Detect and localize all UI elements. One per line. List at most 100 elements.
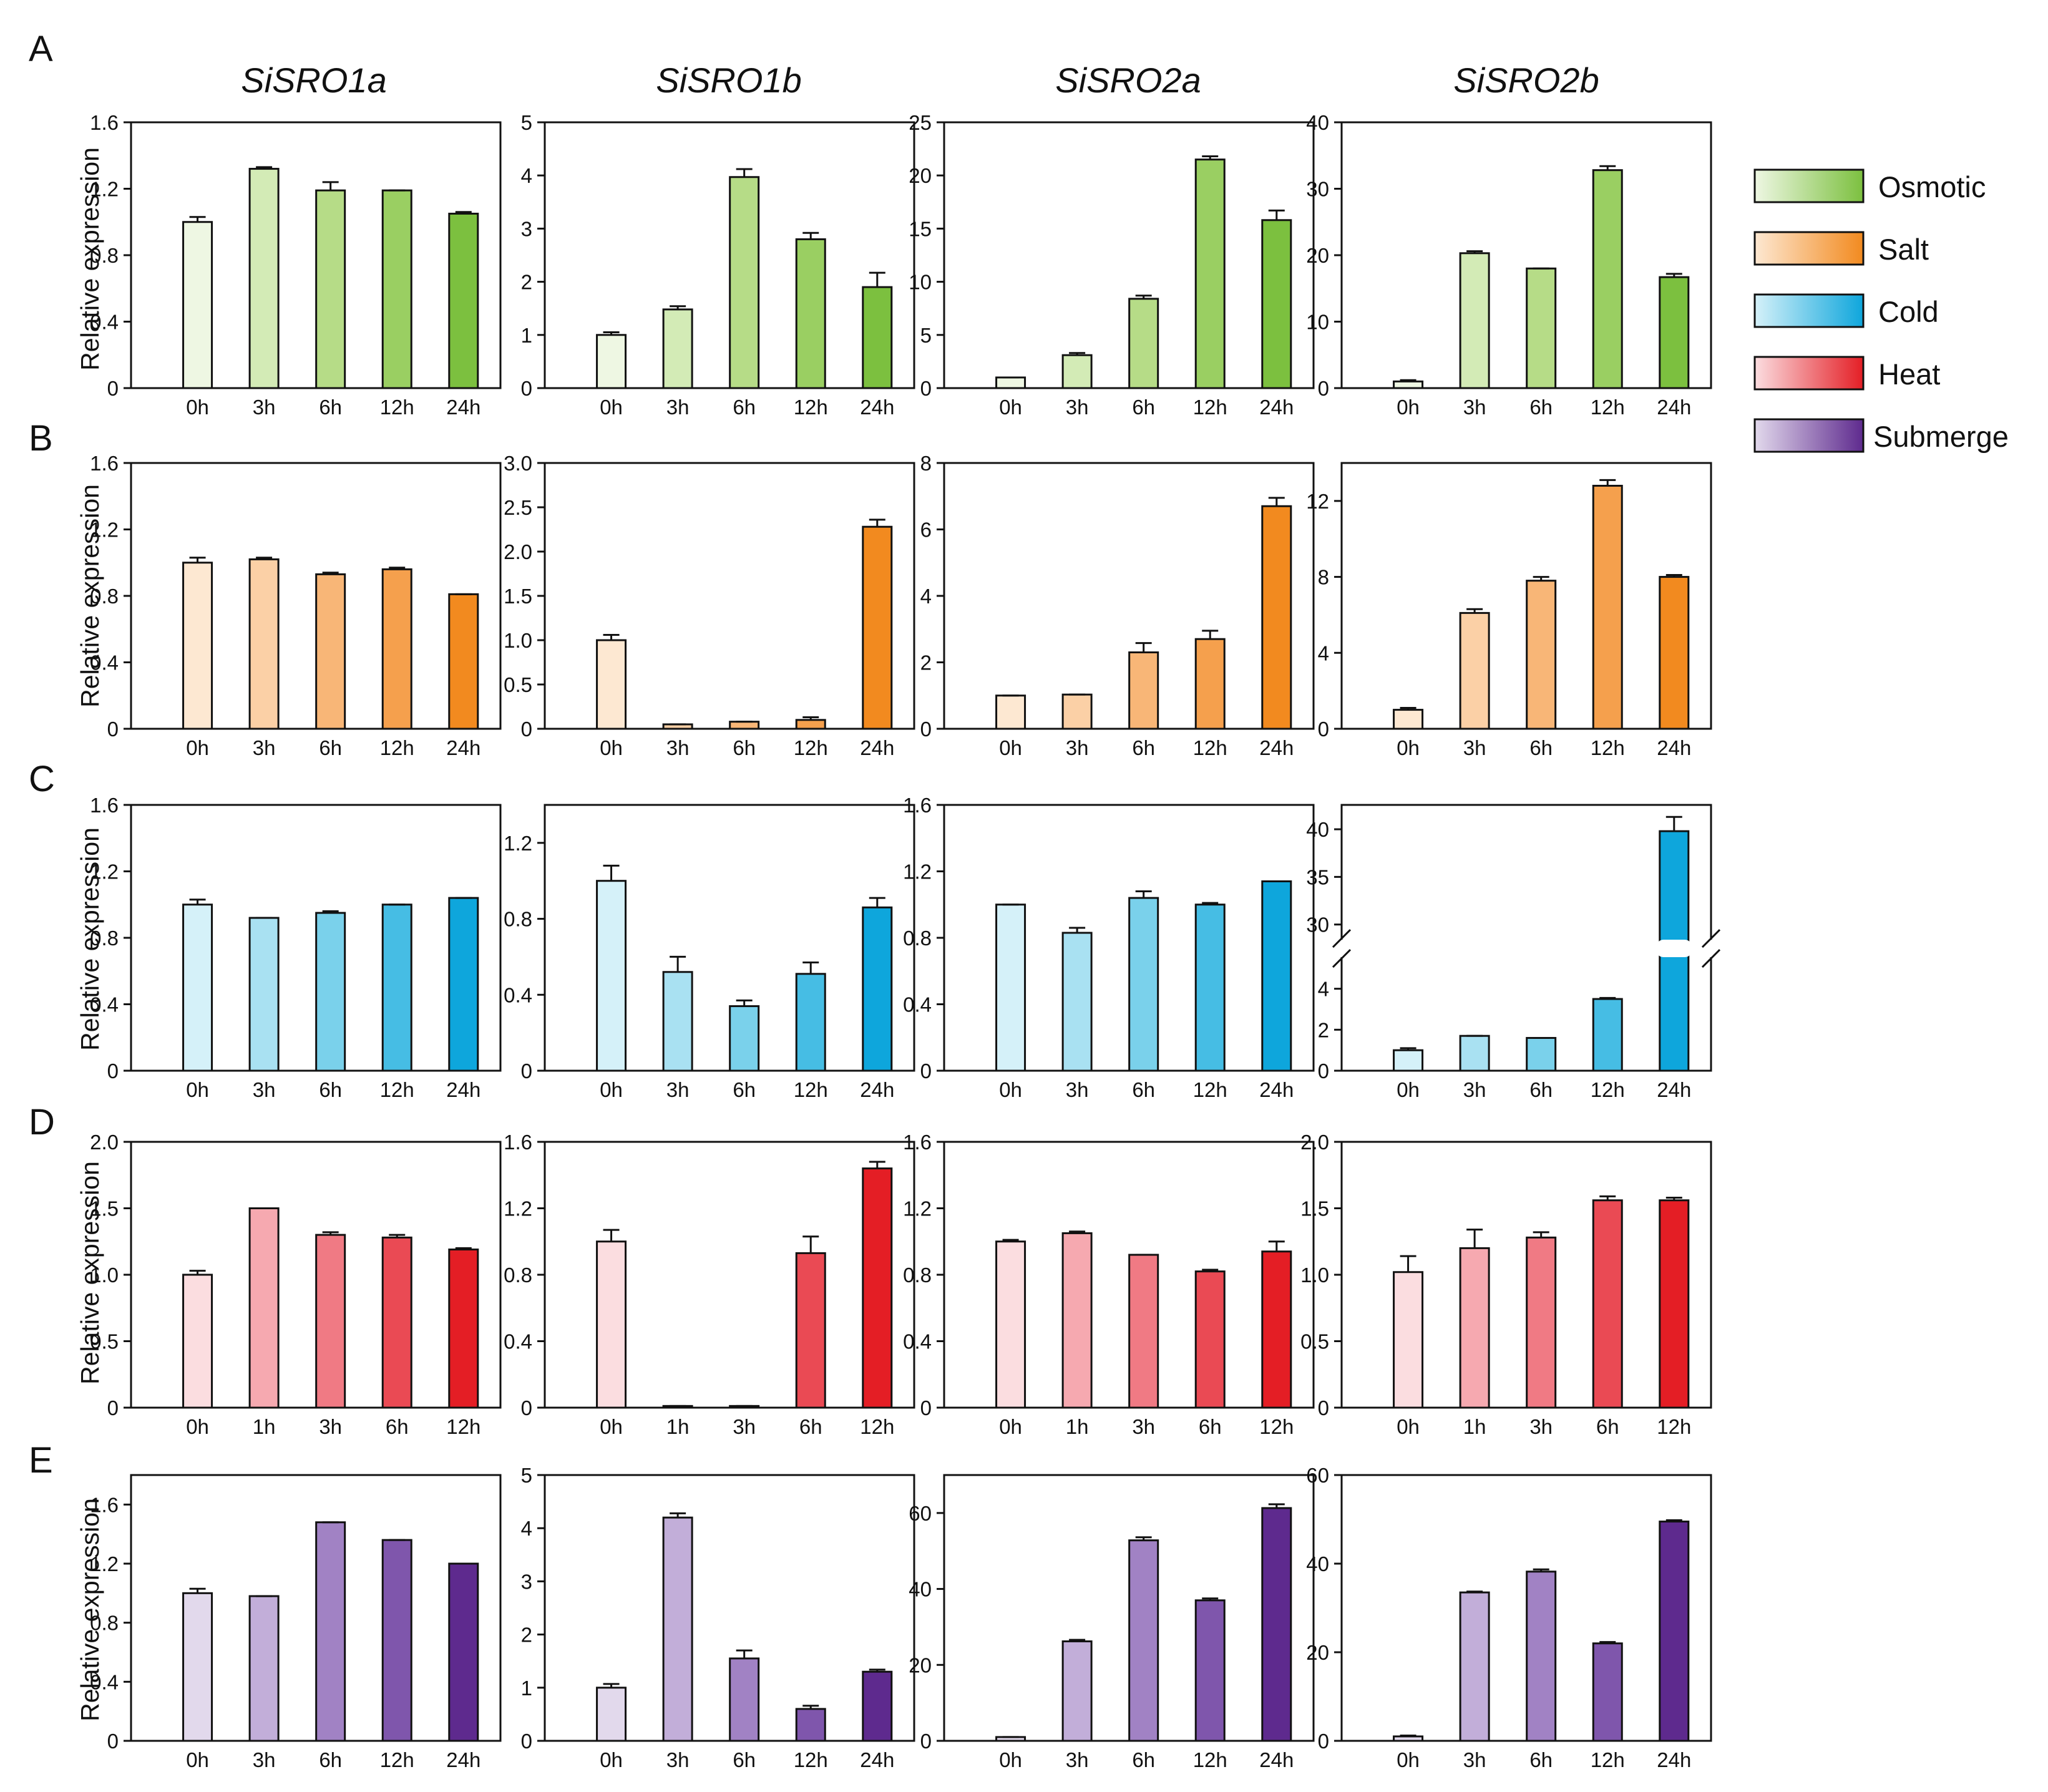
bar-d-sisro2b-3h xyxy=(1526,1236,1557,1409)
bar-a-sisro2a-6h xyxy=(1128,298,1159,389)
x-tick-label-b-sisro1b-6h: 6h xyxy=(733,736,756,759)
x-tick-label-a-sisro2a-3h: 3h xyxy=(1066,396,1089,419)
axis-break-gap-c-sisro2b xyxy=(1655,940,1692,958)
x-tick-label-c-sisro2b-3h: 3h xyxy=(1463,1078,1486,1101)
bar-d-sisro1a-1h xyxy=(248,1207,280,1409)
y-tick-label-a-sisro1a-0: 0 xyxy=(107,377,119,400)
x-tick-label-d-sisro2b-1h: 1h xyxy=(1463,1415,1486,1438)
bar-c-sisro2b-3h xyxy=(1459,1035,1490,1072)
x-tick-label-b-sisro1b-3h: 3h xyxy=(666,736,690,759)
x-tick-label-e-sisro1b-0h: 0h xyxy=(600,1748,623,1771)
y-tick-label-e-sisro2b-40: 40 xyxy=(1306,1552,1329,1575)
x-tick-label-b-sisro2b-24h: 24h xyxy=(1657,736,1691,759)
y-tick-label-a-sisro1b-1: 1 xyxy=(521,324,532,347)
y-tick-label-e-sisro1b-4: 4 xyxy=(521,1517,532,1540)
legend-label-salt: Salt xyxy=(1878,233,1929,266)
y-tick-label-d-sisro2b-1.5: 1.5 xyxy=(1300,1197,1329,1220)
y-tick-label-d-sisro1b-0: 0 xyxy=(521,1396,532,1419)
x-tick-label-c-sisro1b-24h: 24h xyxy=(860,1078,894,1101)
bar-e-sisro1a-6h xyxy=(315,1521,346,1742)
x-tick-label-a-sisro2a-6h: 6h xyxy=(1132,396,1155,419)
plot-frame-c-sisro1b xyxy=(544,804,915,1072)
y-tick-label-b-sisro1a-0: 0 xyxy=(107,718,119,741)
axis-break-cut-c-sisro2b-1 xyxy=(1707,940,1715,958)
y-tick-label-b-sisro1b-2.0: 2.0 xyxy=(504,540,532,563)
row-label-a: A xyxy=(29,29,53,69)
y-tick-label-d-sisro1b-0.4: 0.4 xyxy=(504,1330,532,1353)
y-tick-label-c-sisro2a-1.2: 1.2 xyxy=(903,860,932,884)
x-tick-label-c-sisro2a-24h: 24h xyxy=(1259,1078,1294,1101)
bar-b-sisro1a-6h xyxy=(315,573,346,730)
y-tick-label-b-sisro2a-6: 6 xyxy=(920,519,932,542)
bar-a-sisro1b-3h xyxy=(662,308,693,389)
legend-swatch-heat xyxy=(1753,356,1865,391)
x-tick-label-d-sisro1b-3h: 3h xyxy=(733,1415,756,1438)
panel-c-sisro1a: 0h 3h 6h 12h 24h 0 0.4 0.8 1.2 1.6 xyxy=(90,794,502,1101)
x-tick-label-b-sisro2a-3h: 3h xyxy=(1066,736,1089,759)
x-tick-label-b-sisro2b-3h: 3h xyxy=(1463,736,1486,759)
plot-frame-c-sisro2b xyxy=(1340,804,1712,1072)
panel-e-sisro1b: 0h 3h 6h 12h 24h 0 1 2 3 4 5 xyxy=(521,1464,915,1771)
bar-b-sisro2b-24h xyxy=(1659,576,1690,730)
y-tick-label-a-sisro2b-20: 20 xyxy=(1306,244,1329,267)
legend-item-salt: Salt xyxy=(1753,231,1929,266)
y-tick-label-e-sisro1a-0: 0 xyxy=(107,1730,119,1753)
bar-d-sisro1a-3h xyxy=(315,1234,346,1409)
x-tick-label-c-sisro1b-12h: 12h xyxy=(794,1078,828,1101)
bar-c-sisro1b-0h xyxy=(596,880,627,1072)
row-label-b: B xyxy=(29,418,53,459)
legend-item-cold: Cold xyxy=(1753,293,1939,328)
bar-b-sisro2b-0h xyxy=(1393,709,1424,730)
x-tick-label-b-sisro1b-12h: 12h xyxy=(794,736,828,759)
panel-d-sisro2a: 0h 1h 3h 6h 12h 0 0.4 0.8 1.2 1.6 xyxy=(903,1131,1315,1438)
panel-d-sisro1a: 0h 1h 3h 6h 12h 0 0.5 1.0 1.5 2.0 xyxy=(90,1131,502,1438)
x-tick-label-a-sisro1b-12h: 12h xyxy=(794,396,828,419)
x-tick-label-b-sisro1b-0h: 0h xyxy=(600,736,623,759)
y-tick-label-a-sisro1a-1.2: 1.2 xyxy=(90,178,119,201)
panel-b-sisro2b: 0h 3h 6h 12h 24h 0 4 8 12 xyxy=(1306,462,1712,759)
y-tick-label-b-sisro1b-0: 0 xyxy=(521,718,532,741)
y-tick-label-e-sisro2b-20: 20 xyxy=(1306,1641,1329,1664)
x-tick-label-b-sisro2b-6h: 6h xyxy=(1529,736,1553,759)
bar-a-sisro2a-0h xyxy=(995,376,1026,389)
x-tick-label-c-sisro2a-0h: 0h xyxy=(999,1078,1022,1101)
y-tick-label-d-sisro2a-0.8: 0.8 xyxy=(903,1264,932,1287)
x-tick-label-c-sisro1b-3h: 3h xyxy=(666,1078,690,1101)
plot-frame-a-sisro2a xyxy=(943,121,1315,389)
bar-e-sisro2a-12h xyxy=(1194,1599,1226,1742)
bar-d-sisro2b-12h xyxy=(1659,1199,1690,1409)
legend-item-osmotic: Osmotic xyxy=(1753,168,1986,203)
y-tick-label-e-sisro2a-20: 20 xyxy=(909,1653,932,1677)
y-tick-label-e-sisro1a-1.2: 1.2 xyxy=(90,1552,119,1575)
y-tick-label-d-sisro1a-0: 0 xyxy=(107,1396,119,1419)
y-tick-label-c-sisro2b-40: 40 xyxy=(1306,818,1329,841)
plot-frame-e-sisro1b xyxy=(544,1474,915,1742)
plot-frame-b-sisro2b xyxy=(1340,462,1712,730)
legend-item-heat: Heat xyxy=(1753,356,1940,391)
y-tick-label-c-sisro2b-35: 35 xyxy=(1306,865,1329,889)
bar-a-sisro1b-0h xyxy=(596,334,627,389)
row-label-d: D xyxy=(29,1102,55,1142)
y-tick-label-d-sisro1a-0.5: 0.5 xyxy=(90,1330,119,1353)
x-tick-label-d-sisro2a-0h: 0h xyxy=(999,1415,1022,1438)
x-tick-label-a-sisro1b-6h: 6h xyxy=(733,396,756,419)
y-tick-label-a-sisro1a-0.8: 0.8 xyxy=(90,244,119,267)
y-tick-label-a-sisro1b-2: 2 xyxy=(521,271,532,294)
x-tick-label-e-sisro1a-6h: 6h xyxy=(319,1748,342,1771)
x-tick-label-d-sisro2a-12h: 12h xyxy=(1259,1415,1294,1438)
x-tick-label-d-sisro2b-0h: 0h xyxy=(1397,1415,1420,1438)
bar-a-sisro2a-24h xyxy=(1261,219,1292,389)
bar-a-sisro1a-6h xyxy=(315,189,346,389)
y-tick-label-b-sisro1b-3.0: 3.0 xyxy=(504,452,532,475)
y-tick-label-a-sisro2b-40: 40 xyxy=(1306,111,1329,134)
y-tick-label-a-sisro2a-25: 25 xyxy=(909,111,932,134)
legend-swatch-salt xyxy=(1753,231,1865,266)
panel-e-sisro2a: 0h 3h 6h 12h 24h 0 20 40 60 xyxy=(909,1474,1315,1771)
y-tick-label-e-sisro2b-0: 0 xyxy=(1318,1730,1329,1753)
x-tick-label-e-sisro2a-3h: 3h xyxy=(1066,1748,1089,1771)
x-tick-label-d-sisro1a-6h: 6h xyxy=(386,1415,409,1438)
bar-b-sisro1a-0h xyxy=(182,562,213,730)
bar-e-sisro2b-3h xyxy=(1459,1591,1490,1742)
row-label-e: E xyxy=(29,1440,53,1481)
y-tick-label-a-sisro1b-0: 0 xyxy=(521,377,532,400)
